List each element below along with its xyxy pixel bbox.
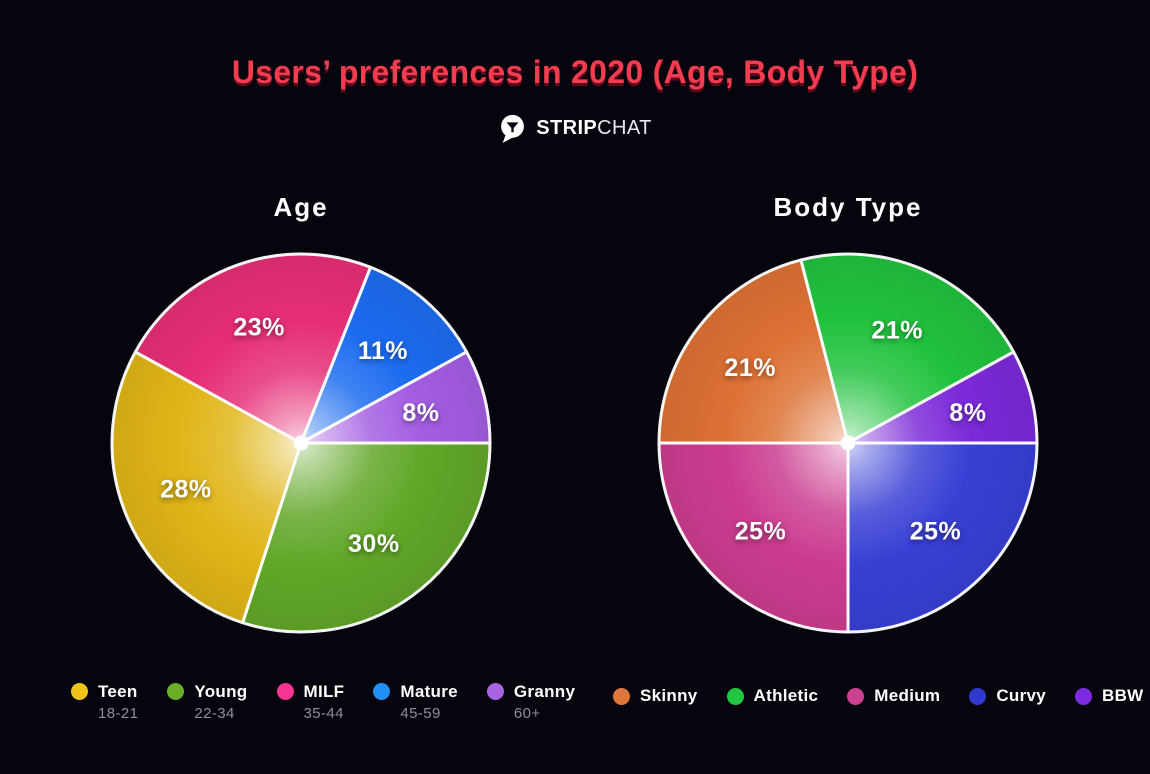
pie-slice-curvy <box>846 441 1039 634</box>
pie-slice-label-mature: 11% <box>358 337 408 365</box>
legend-dot-icon <box>373 683 391 700</box>
legend-item-mature: Mature 45-59 <box>373 682 458 722</box>
legend-item-curvy: Curvy <box>969 686 1046 706</box>
pie-center-dot <box>293 435 309 451</box>
legend-dot-icon <box>726 688 744 706</box>
legend-item-bbw: BBW <box>1075 686 1144 706</box>
pie-slice-bbw <box>846 350 1039 445</box>
pie-slice-granny <box>299 350 492 445</box>
legend-text: Mature 45-59 <box>400 682 458 722</box>
legend-sublabel: 60+ <box>513 705 541 723</box>
pie-slice-label-curvy: 25% <box>910 518 962 546</box>
pie-slice-label-granny: 8% <box>402 399 439 427</box>
legend-label: Skinny <box>640 686 698 705</box>
legend-label: Curvy <box>996 686 1047 705</box>
age-pie-chart: 30% 28% 23% 11% 8% <box>109 251 493 635</box>
legend-label: Medium <box>874 686 941 705</box>
brand-wordmark-chat: CHAT <box>597 117 652 139</box>
legend-item-medium: Medium <box>847 686 940 706</box>
legend-dot-icon <box>486 683 504 700</box>
legend-text: BBW <box>1102 686 1144 706</box>
legend-item-athletic: Athletic <box>726 686 819 706</box>
age-pie-svg: 30% 28% 23% 11% 8% <box>110 252 492 634</box>
pie-slice-label-bbw: 8% <box>949 399 986 427</box>
pie-slice-young <box>241 441 492 634</box>
legend-text: Medium <box>874 686 940 706</box>
pie-slice-milf <box>133 252 373 445</box>
age-chart-title: Age <box>273 192 329 222</box>
legend-dot-icon <box>969 688 987 706</box>
legend-text: Granny 60+ <box>514 682 575 722</box>
body-type-pie-chart: 25% 25% 21% 21% 8% <box>656 251 1040 635</box>
legend-sublabel: 22-34 <box>194 705 235 723</box>
legend-item-granny: Granny 60+ <box>486 682 575 722</box>
page-title: Users’ preferences in 2020 (Age, Body Ty… <box>231 54 919 90</box>
legend-label: Young <box>194 682 248 701</box>
legend-text: Teen 18-21 <box>98 682 138 722</box>
legend-text: Curvy <box>996 686 1046 706</box>
legend-label: Granny <box>513 682 576 701</box>
pie-slice-teen <box>110 350 303 625</box>
legend-item-teen: Teen 18-21 <box>71 682 138 722</box>
legend-dot-icon <box>1075 688 1093 706</box>
legend-dot-icon <box>276 683 294 700</box>
legend-text: Young 22-34 <box>194 682 247 722</box>
body-type-chart-title: Body Type <box>773 192 923 222</box>
pie-slice-medium <box>657 441 850 634</box>
legend-label: MILF <box>303 682 345 701</box>
legend-dot-icon <box>613 688 630 706</box>
legend-sublabel: 18-21 <box>98 705 139 723</box>
legend-text: MILF 35-44 <box>304 682 345 722</box>
body-type-pie-svg: 25% 25% 21% 21% 8% <box>657 252 1039 634</box>
legend-item-skinny: Skinny <box>613 686 698 706</box>
legend-dot-icon <box>167 683 185 700</box>
pie-slice-mature <box>299 265 469 445</box>
legend-label: Athletic <box>753 686 819 705</box>
pie-slice-skinny <box>657 258 850 445</box>
age-legend: Teen 18-21 Young 22-34 MILF 35-44 Mature 45-59 G… <box>71 682 575 722</box>
legend-label: Mature <box>400 682 458 701</box>
legend-dot-icon <box>71 683 88 700</box>
pie-slice-label-young: 30% <box>348 530 400 558</box>
pie-slice-label-skinny: 21% <box>724 354 776 382</box>
brand-logo: STRIPCHAT <box>0 110 1150 146</box>
legend-sublabel: 45-59 <box>400 705 441 723</box>
pie-slice-label-milf: 23% <box>233 314 285 342</box>
brand-wordmark: STRIPCHAT <box>536 118 651 138</box>
body-type-legend: Skinny Athletic Medium Curvy BBW <box>613 686 1144 706</box>
legend-label: BBW <box>1102 686 1144 705</box>
pie-center-dot <box>840 435 856 451</box>
legend-text: Skinny <box>640 686 698 706</box>
legend-label: Teen <box>98 682 138 701</box>
legend-sublabel: 35-44 <box>303 705 344 723</box>
pie-slice-athletic <box>799 252 1016 445</box>
pie-slice-label-athletic: 21% <box>871 316 923 344</box>
legend-item-young: Young 22-34 <box>167 682 247 722</box>
legend-text: Athletic <box>754 686 819 706</box>
stripchat-speech-bubble-martini-icon <box>501 114 525 143</box>
pie-slice-label-teen: 28% <box>160 476 212 504</box>
legend-item-milf: MILF 35-44 <box>276 682 345 722</box>
brand-wordmark-strip: STRIP <box>536 117 598 139</box>
pie-slice-label-medium: 25% <box>735 518 787 546</box>
legend-dot-icon <box>847 688 865 706</box>
